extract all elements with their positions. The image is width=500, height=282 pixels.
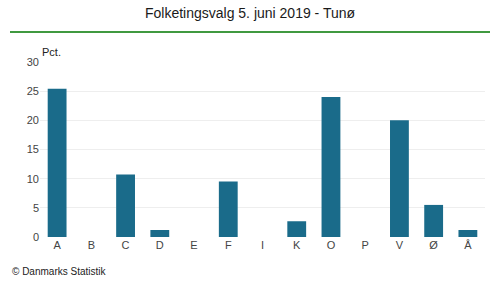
svg-text:I: I [261, 239, 264, 251]
svg-text:Ø: Ø [429, 239, 438, 251]
svg-text:D: D [156, 239, 164, 251]
svg-text:F: F [225, 239, 232, 251]
svg-text:10: 10 [27, 173, 39, 185]
svg-text:20: 20 [27, 114, 39, 126]
svg-text:K: K [293, 239, 301, 251]
svg-text:E: E [190, 239, 197, 251]
svg-text:C: C [122, 239, 130, 251]
svg-text:Pct.: Pct. [42, 46, 61, 58]
svg-text:A: A [53, 239, 61, 251]
svg-text:15: 15 [27, 143, 39, 155]
svg-text:0: 0 [33, 231, 39, 243]
svg-text:25: 25 [27, 85, 39, 97]
svg-text:5: 5 [33, 202, 39, 214]
svg-text:O: O [327, 239, 336, 251]
svg-text:V: V [396, 239, 404, 251]
svg-text:Folketingsvalg 5. juni 2019 -: Folketingsvalg 5. juni 2019 - Tunø [145, 5, 356, 21]
svg-text:© Danmarks Statistik: © Danmarks Statistik [12, 266, 107, 277]
svg-text:30: 30 [27, 56, 39, 68]
svg-text:P: P [362, 239, 369, 251]
svg-text:B: B [88, 239, 95, 251]
svg-text:Å: Å [464, 239, 472, 251]
